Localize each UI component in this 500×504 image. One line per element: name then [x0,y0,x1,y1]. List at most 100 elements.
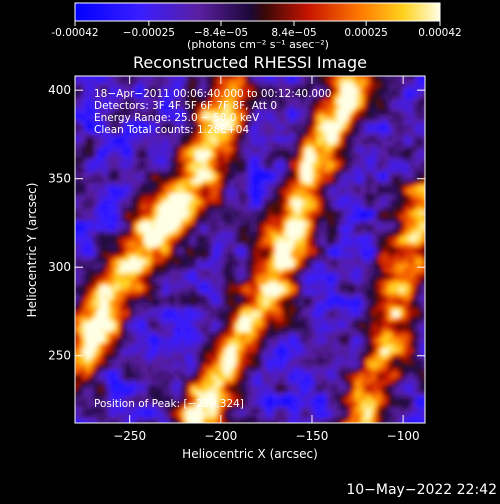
heatmap-cell [199,381,203,385]
heatmap-cell [148,271,152,275]
heatmap-cell [199,186,203,190]
heatmap-cell [224,161,228,165]
heatmap-cell [214,352,218,356]
heatmap-cell [93,342,97,346]
heatmap-cell [115,260,119,264]
heatmap-cell [188,182,192,186]
heatmap-cell [104,165,108,169]
heatmap-cell [228,352,232,356]
heatmap-cell [104,412,108,416]
heatmap-cell [152,211,156,215]
heatmap-cell [250,211,254,215]
heatmap-cell [184,381,188,385]
heatmap-cell [173,143,177,147]
heatmap-cell [79,250,83,254]
heatmap-cell [188,292,192,296]
heatmap-cell [228,232,232,236]
heatmap-cell [122,377,126,381]
heatmap-cell [239,193,243,197]
heatmap-cell [214,281,218,285]
heatmap-cell [119,356,123,360]
heatmap-cell [93,370,97,374]
heatmap-cell [195,147,199,151]
heatmap-cell [111,349,115,353]
heatmap-cell [188,136,192,140]
heatmap-cell [192,157,196,161]
heatmap-cell [203,366,207,370]
heatmap-cell [159,384,163,388]
heatmap-cell [115,257,119,261]
heatmap-cell [119,232,123,236]
heatmap-cell [111,161,115,165]
heatmap-cell [144,228,148,232]
heatmap-cell [228,373,232,377]
heatmap-cell [144,147,148,151]
heatmap-cell [141,214,145,218]
heatmap-cell [217,239,221,243]
heatmap-cell [119,285,123,289]
heatmap-cell [86,278,90,282]
heatmap-cell [188,196,192,200]
heatmap-cell [184,313,188,317]
heatmap-cell [243,342,247,346]
heatmap-cell [246,143,250,147]
heatmap-cell [177,334,181,338]
heatmap-cell [86,349,90,353]
heatmap-cell [214,381,218,385]
heatmap-cell [235,285,239,289]
heatmap-cell [170,235,174,239]
heatmap-cell [239,214,243,218]
heatmap-cell [97,232,101,236]
heatmap-cell [75,260,79,264]
heatmap-cell [188,172,192,176]
heatmap-cell [104,310,108,314]
colorbar-tick-label: −0.00025 [123,27,175,39]
heatmap-cell [221,225,225,229]
heatmap-cell [224,412,228,416]
heatmap-cell [210,331,214,335]
heatmap-cell [188,207,192,211]
heatmap-cell [119,218,123,222]
heatmap-cell [228,154,232,158]
heatmap-cell [144,253,148,257]
heatmap-cell [239,370,243,374]
heatmap-cell [188,253,192,257]
heatmap-cell [130,175,134,179]
heatmap-cell [152,352,156,356]
heatmap-cell [250,267,254,271]
heatmap-cell [239,366,243,370]
heatmap-cell [130,242,134,246]
heatmap-cell [250,391,254,395]
heatmap-cell [148,182,152,186]
heatmap-cell [173,136,177,140]
heatmap-cell [166,278,170,282]
heatmap-cell [126,207,130,211]
heatmap-cell [224,200,228,204]
heatmap-cell [235,416,239,420]
heatmap-cell [170,228,174,232]
heatmap-cell [75,80,79,84]
heatmap-cell [86,363,90,367]
heatmap-cell [224,342,228,346]
heatmap-cell [115,299,119,303]
heatmap-cell [86,200,90,204]
heatmap-cell [79,356,83,360]
heatmap-cell [214,331,218,335]
heatmap-cell [130,136,134,140]
heatmap-cell [214,172,218,176]
heatmap-cell [181,161,185,165]
heatmap-cell [199,299,203,303]
heatmap-cell [239,306,243,310]
heatmap-cell [108,203,112,207]
heatmap-cell [79,285,83,289]
heatmap-cell [170,381,174,385]
heatmap-cell [159,391,163,395]
heatmap-cell [210,253,214,257]
heatmap-cell [232,320,236,324]
heatmap-cell [133,239,137,243]
heatmap-cell [214,150,218,154]
heatmap-cell [228,338,232,342]
heatmap-cell [119,165,123,169]
heatmap-cell [224,363,228,367]
heatmap-cell [86,306,90,310]
